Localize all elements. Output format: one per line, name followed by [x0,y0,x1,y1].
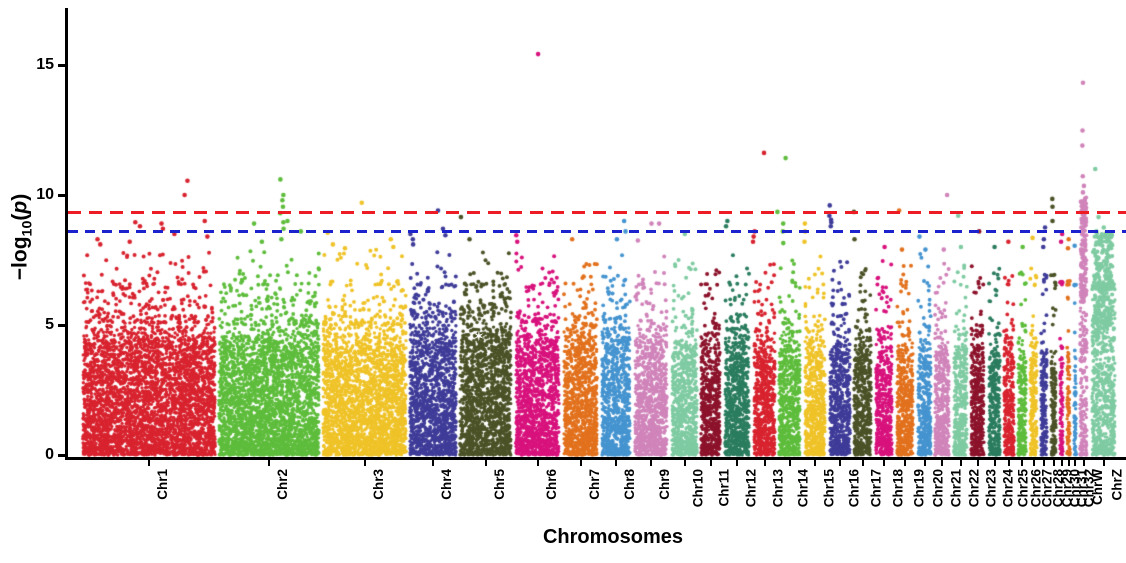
y-axis-title-close-paren: ) [8,193,32,201]
x-tick-label-Chr23: Chr23 [983,469,999,508]
x-tick-label-Chr4: Chr4 [439,469,454,500]
x-tick-Chr30 [1060,460,1063,466]
x-tick-Chr18 [883,460,885,466]
y-tick-label-5: 5 [45,316,54,333]
suggestive-threshold-line [68,230,1126,234]
x-tick-label-Chr12: Chr12 [743,469,758,508]
x-tick-label-Chr20: Chr20 [930,469,946,508]
x-tick-Chr24 [993,460,996,466]
y-axis-title-p-variable: p [8,200,32,214]
x-tick-ChrZ [1102,460,1105,466]
x-tick-Chr14 [788,460,791,466]
y-axis-title-subscript: 10 [19,220,36,237]
x-tick-label-Chr5: Chr5 [491,469,507,500]
x-tick-Chr29 [1052,460,1055,466]
x-tick-label-Chr9: Chr9 [657,469,672,500]
x-tick-label-Chr24: Chr24 [1000,469,1016,508]
x-tick-label-Chr21: Chr21 [948,469,963,508]
y-tick-label-15: 15 [36,56,54,73]
x-tick-label-Chr19: Chr19 [911,469,926,508]
x-tick-Chr11 [709,460,712,466]
x-tick-Chr4 [432,460,434,466]
x-tick-label-Chr2: Chr2 [275,469,290,500]
x-tick-Chr2 [268,460,270,466]
x-tick-label-Chr3: Chr3 [370,469,386,500]
y-tick-10 [58,193,66,197]
x-tick-Chr23 [976,460,979,466]
x-tick-Chr5 [484,460,487,466]
x-tick-label-Chr6: Chr6 [543,469,559,500]
x-tick-Chr10 [683,460,686,466]
x-tick-Chr8 [615,460,617,466]
x-tick-Chr16 [839,460,841,466]
x-tick-label-Chr16: Chr16 [846,469,861,508]
x-tick-Chr13 [763,460,766,466]
y-axis [65,8,68,460]
x-tick-Chr28 [1043,460,1045,466]
x-tick-Chr3 [363,460,366,466]
white-star-marker: ✶ [473,329,485,345]
x-tick-label-Chr7: Chr7 [586,469,602,500]
x-tick-Chr22 [959,460,962,466]
x-tick-Chr15 [814,460,816,466]
y-axis-title: −log10(p) [8,194,35,280]
x-tick-label-ChrW: ChrW [1089,469,1105,505]
x-tick-Chr7 [579,460,582,466]
x-tick-Chr19 [904,460,906,466]
y-tick-label-10: 10 [36,186,54,203]
x-tick-Chr26 [1021,460,1023,466]
x-tick-Chr20 [923,460,926,466]
x-tick-Chr9 [650,460,652,466]
x-tick-Chr31 [1067,460,1070,466]
x-tick-label-Chr18: Chr18 [890,469,905,508]
x-tick-Chr6 [536,460,539,466]
genomewide-threshold-line [68,211,1126,215]
x-tick-label-Chr17: Chr17 [868,469,884,508]
x-tick-Chr17 [861,460,864,466]
x-tick-label-Chr11: Chr11 [716,469,732,507]
y-tick-5 [58,323,66,327]
y-tick-0 [58,453,66,457]
x-tick-Chr1 [148,460,150,466]
x-axis [65,457,1126,460]
y-axis-title-prefix: −log [8,236,32,281]
x-tick-label-Chr14: Chr14 [795,469,811,508]
x-axis-title: Chromosomes [542,526,684,548]
x-tick-label-Chr13: Chr13 [770,469,786,508]
x-tick-Chr25 [1008,460,1010,466]
x-tick-label-Chr15: Chr15 [821,469,836,508]
y-axis-title-open-paren: ( [8,213,32,221]
x-tick-label-ChrZ: ChrZ [1109,469,1125,501]
x-tick-Chr12 [736,460,738,466]
x-tick-label-Chr22: Chr22 [966,469,982,508]
x-tick-label-Chr1: Chr1 [155,469,170,500]
y-tick-15 [58,63,66,67]
y-tick-label-0: 0 [45,446,54,463]
x-tick-Chr27 [1032,460,1035,466]
x-tick-ChrW [1082,460,1085,466]
x-tick-Chr21 [941,460,943,466]
x-tick-Chr32 [1074,460,1076,466]
x-tick-label-Chr8: Chr8 [622,469,637,500]
x-tick-label-Chr10: Chr10 [690,469,706,508]
